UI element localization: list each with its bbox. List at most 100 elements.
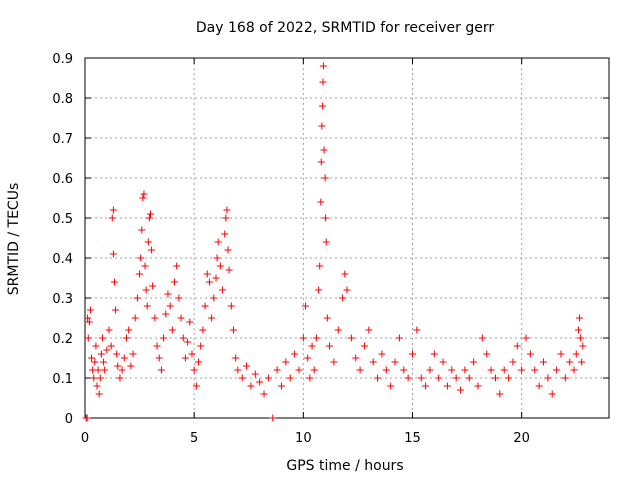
- data-point: [352, 354, 360, 362]
- axis-ticks: 0 0.1 0.2 0.3 0.4 0.5 0.6 0.7 0.8 0.9 0 5 10 15 20: [52, 52, 609, 446]
- data-point: [317, 158, 325, 166]
- data-point: [232, 354, 240, 362]
- data-point: [409, 350, 416, 358]
- data-point: [365, 326, 373, 334]
- data-point: [247, 382, 255, 390]
- data-point: [197, 342, 205, 350]
- data-point: [286, 374, 294, 382]
- data-point: [149, 282, 157, 290]
- data-point: [95, 390, 103, 398]
- data-point: [201, 302, 209, 310]
- data-point: [120, 354, 128, 362]
- data-point: [404, 374, 412, 382]
- data-point: [203, 270, 211, 278]
- data-point: [369, 358, 377, 366]
- data-point: [171, 278, 179, 286]
- data-point: [96, 374, 104, 382]
- data-point: [210, 294, 218, 302]
- data-point: [85, 318, 93, 326]
- data-point: [160, 334, 168, 342]
- data-point: [343, 286, 351, 294]
- data-point: [192, 382, 200, 390]
- data-points: [82, 62, 587, 422]
- data-point: [320, 146, 328, 154]
- data-point: [422, 382, 430, 390]
- data-point: [147, 210, 154, 218]
- data-point: [97, 350, 105, 358]
- data-point: [572, 350, 580, 358]
- data-point: [310, 366, 318, 374]
- data-point: [179, 334, 187, 342]
- data-point: [578, 358, 586, 366]
- plot-frame: [84, 57, 610, 419]
- data-point: [360, 342, 368, 350]
- data-point: [166, 302, 174, 310]
- data-point: [155, 354, 163, 362]
- data-point: [213, 254, 221, 262]
- data-point: [223, 206, 231, 214]
- data-point: [374, 374, 382, 382]
- data-point: [439, 358, 447, 366]
- data-point: [188, 350, 196, 358]
- data-point: [256, 378, 264, 386]
- data-point: [465, 374, 473, 382]
- data-point: [143, 302, 151, 310]
- grid: [85, 58, 609, 418]
- data-point: [341, 270, 349, 278]
- data-point: [100, 358, 108, 366]
- y-tick-label: 0.7: [52, 132, 73, 147]
- data-point: [291, 350, 299, 358]
- data-point: [435, 374, 443, 382]
- data-point: [92, 342, 100, 350]
- data-point: [86, 306, 94, 314]
- data-point: [219, 286, 227, 294]
- data-point: [138, 226, 146, 234]
- data-point: [308, 342, 316, 350]
- data-point: [518, 366, 526, 374]
- data-point: [413, 326, 421, 334]
- data-point: [513, 342, 521, 350]
- data-point: [108, 214, 116, 222]
- data-point: [125, 326, 133, 334]
- x-tick-label: 5: [190, 431, 198, 446]
- data-point: [109, 250, 117, 258]
- data-point: [395, 334, 403, 342]
- data-point: [260, 390, 268, 398]
- data-point: [430, 350, 438, 358]
- x-tick-label: 15: [404, 431, 421, 446]
- data-point: [214, 238, 222, 246]
- x-tick-label: 10: [295, 431, 312, 446]
- y-axis-label: SRMTID / TECUs: [6, 183, 22, 296]
- data-point: [491, 374, 499, 382]
- data-point: [544, 374, 552, 382]
- data-point: [334, 326, 342, 334]
- data-point: [356, 366, 364, 374]
- data-point: [225, 266, 233, 274]
- data-point: [93, 382, 101, 390]
- data-point: [144, 238, 152, 246]
- data-point: [264, 374, 272, 382]
- data-point: [273, 366, 281, 374]
- data-point: [131, 314, 139, 322]
- data-point: [557, 350, 565, 358]
- data-point: [199, 326, 207, 334]
- data-point: [269, 414, 277, 422]
- data-point: [139, 194, 147, 202]
- data-point: [576, 314, 584, 322]
- data-point: [318, 122, 326, 130]
- data-point: [127, 362, 135, 370]
- data-point: [417, 374, 425, 382]
- data-point: [212, 274, 220, 282]
- data-point: [133, 294, 141, 302]
- data-point: [195, 358, 203, 366]
- data-point: [208, 314, 216, 322]
- data-point: [90, 374, 98, 382]
- y-tick-label: 0.5: [52, 212, 73, 227]
- data-point: [113, 350, 121, 358]
- data-point: [88, 354, 96, 362]
- data-point: [452, 374, 460, 382]
- data-point: [378, 350, 386, 358]
- y-tick-label: 0.2: [52, 332, 73, 347]
- data-point: [400, 366, 408, 374]
- data-point: [112, 306, 120, 314]
